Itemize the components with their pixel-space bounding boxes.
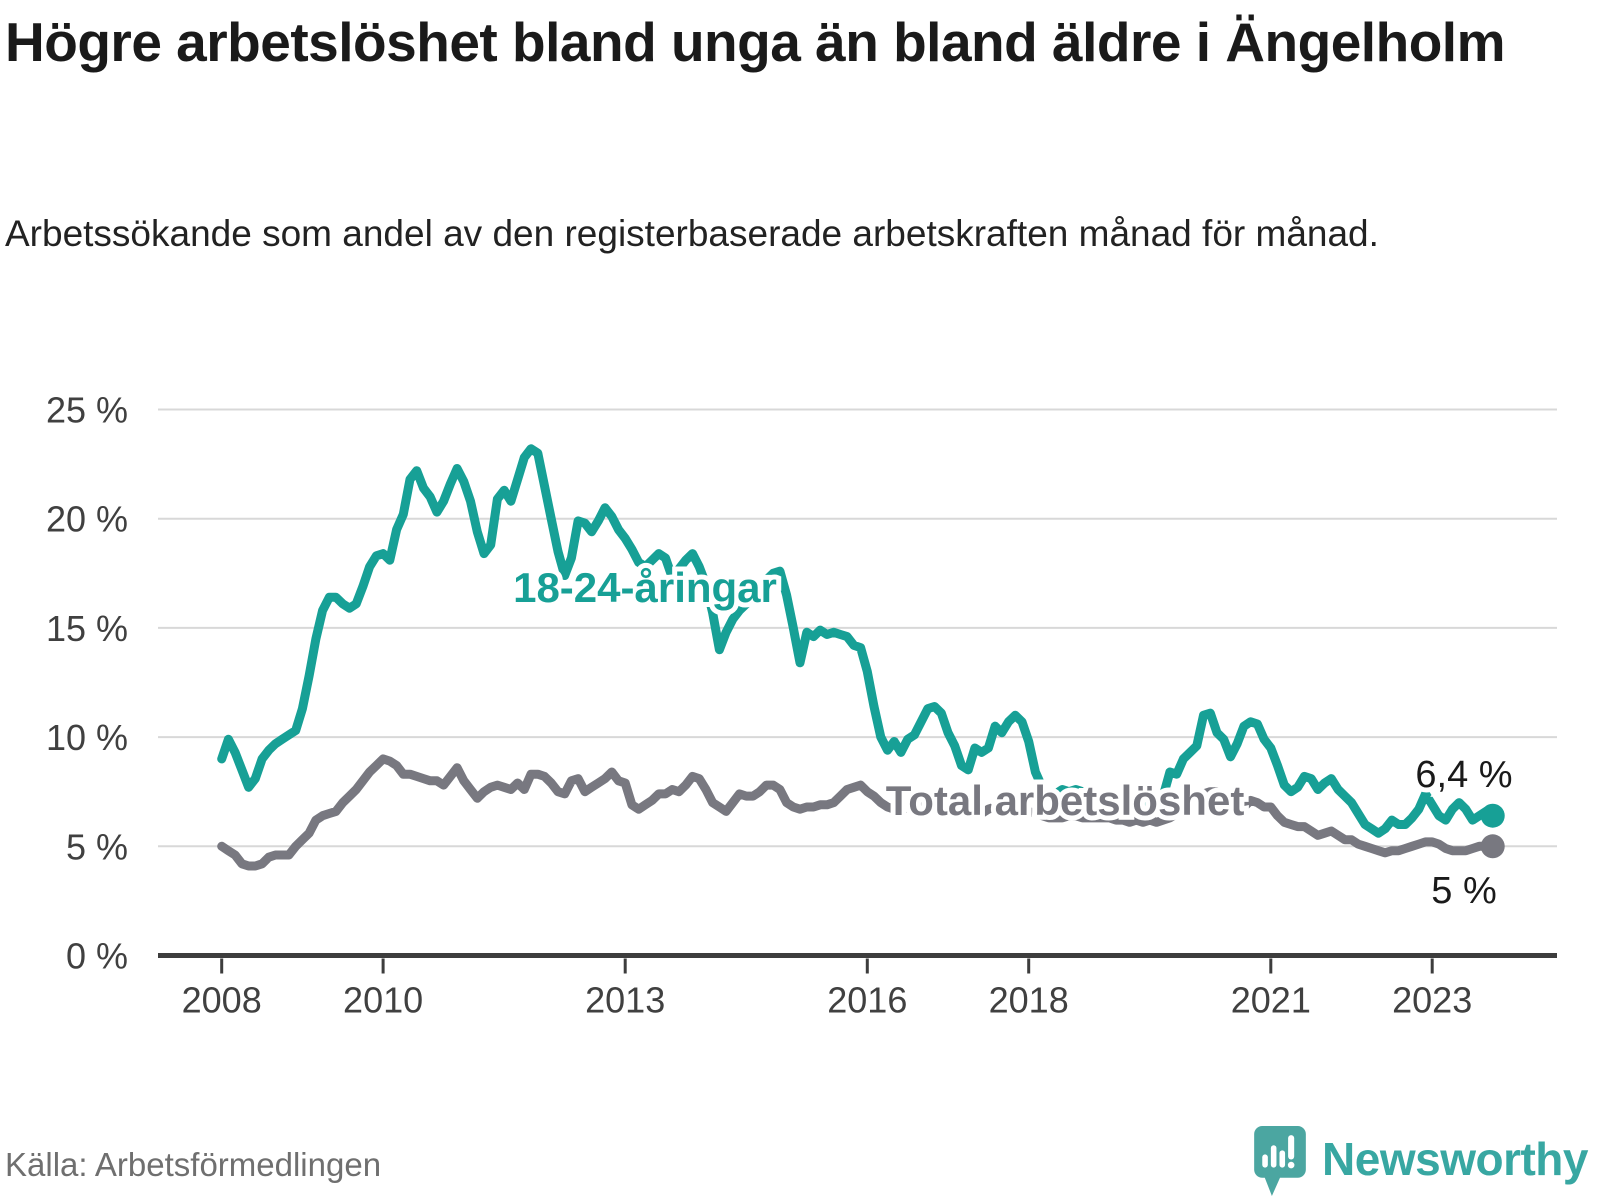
svg-text:15 %: 15 % bbox=[46, 608, 128, 649]
series-label-18-24: 18-24-åringar bbox=[513, 564, 777, 611]
y-axis-labels: 0 % 5 % 10 % 15 % 20 % 25 % bbox=[46, 390, 128, 977]
x-axis-ticks bbox=[220, 958, 1434, 974]
logo-bar-chart-icon bbox=[1262, 1135, 1295, 1169]
svg-text:2018: 2018 bbox=[989, 980, 1069, 1021]
series-line-total bbox=[217, 754, 1498, 871]
svg-text:20 %: 20 % bbox=[46, 499, 128, 540]
svg-text:2008: 2008 bbox=[182, 980, 262, 1021]
svg-text:2021: 2021 bbox=[1231, 980, 1311, 1021]
newsworthy-brand: Newsworthy bbox=[1252, 1124, 1588, 1200]
end-value-label-total: 5 % bbox=[1431, 870, 1496, 912]
svg-text:0 %: 0 % bbox=[66, 936, 128, 977]
x-axis-labels: 2008 2010 2013 2016 2018 2021 2023 bbox=[182, 980, 1473, 1021]
page-title: Högre arbetslöshet bland unga än bland ä… bbox=[5, 11, 1505, 73]
newsworthy-logo-icon bbox=[1254, 1126, 1306, 1196]
chart-subtitle: Arbetssökande som andel av den registerb… bbox=[5, 213, 1379, 254]
svg-text:2013: 2013 bbox=[585, 980, 665, 1021]
newsworthy-wordmark: Newsworthy bbox=[1322, 1133, 1588, 1185]
svg-text:2016: 2016 bbox=[827, 980, 907, 1021]
svg-text:25 %: 25 % bbox=[46, 390, 128, 431]
gridlines bbox=[158, 408, 1557, 848]
source-note: Källa: Arbetsförmedlingen bbox=[5, 1146, 382, 1183]
series-label-total: Total arbetslöshet bbox=[886, 777, 1245, 824]
svg-text:2010: 2010 bbox=[343, 980, 423, 1021]
svg-text:10 %: 10 % bbox=[46, 717, 128, 758]
svg-text:5 %: 5 % bbox=[66, 826, 128, 867]
end-value-label-18-24: 6,4 % bbox=[1415, 754, 1512, 796]
svg-text:2023: 2023 bbox=[1392, 980, 1472, 1021]
series-end-dot-18-24 bbox=[1480, 803, 1505, 828]
series-end-dot-total bbox=[1480, 834, 1505, 859]
series-line-18-24 bbox=[217, 444, 1498, 838]
